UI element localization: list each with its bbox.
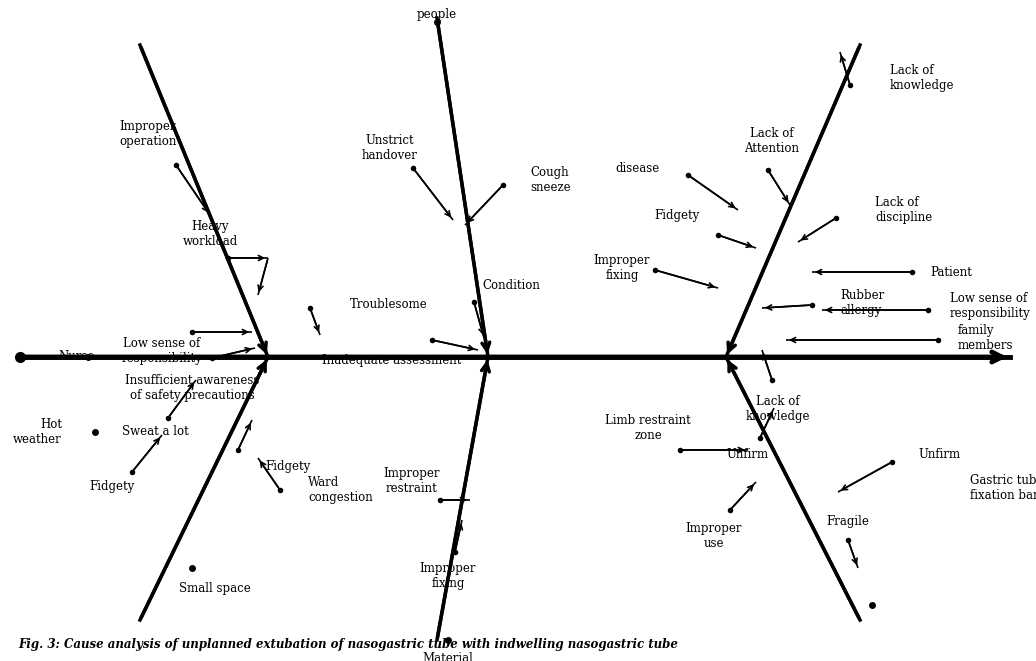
Text: Fidgety: Fidgety — [265, 460, 310, 473]
Text: Lack of
Attention: Lack of Attention — [745, 127, 800, 155]
Text: Fig. 3: Cause analysis of unplanned extubation of nasogastric tube with indwelli: Fig. 3: Cause analysis of unplanned extu… — [18, 638, 678, 651]
Text: disease: disease — [615, 161, 660, 175]
Text: Fidgety: Fidgety — [89, 480, 135, 493]
Text: Unfirm: Unfirm — [918, 449, 960, 461]
Text: Hot
weather: Hot weather — [13, 418, 62, 446]
Text: Low sense of
responsibility: Low sense of responsibility — [121, 337, 202, 365]
Text: family
members: family members — [958, 324, 1013, 352]
Text: Unstrict
handover: Unstrict handover — [362, 134, 418, 162]
Text: Unfirm: Unfirm — [727, 448, 769, 461]
Text: Heavy
workload: Heavy workload — [182, 220, 237, 248]
Text: Low sense of
responsibility: Low sense of responsibility — [950, 292, 1031, 320]
Text: Small space: Small space — [179, 582, 251, 595]
Text: Ward
congestion: Ward congestion — [308, 476, 373, 504]
Text: Fragile: Fragile — [827, 515, 869, 528]
Text: Improper
fixing: Improper fixing — [594, 254, 651, 282]
Text: Inadequate assessment: Inadequate assessment — [322, 354, 462, 367]
Text: Nurse: Nurse — [58, 350, 94, 364]
Text: Cough
sneeze: Cough sneeze — [530, 166, 571, 194]
Text: Lack of
knowledge: Lack of knowledge — [890, 64, 954, 92]
Text: Condition: Condition — [482, 279, 540, 292]
Text: Improper
fixing: Improper fixing — [420, 562, 477, 590]
Text: Fidgety: Fidgety — [655, 209, 700, 222]
Text: Rubber
allergy: Rubber allergy — [840, 289, 885, 317]
Text: Lack of
knowledge: Lack of knowledge — [746, 395, 810, 423]
Text: Lack of
discipline: Lack of discipline — [875, 196, 932, 224]
Text: Material
inappropriate: Material inappropriate — [407, 652, 489, 661]
Text: people: people — [416, 8, 457, 21]
Text: Improper
operation: Improper operation — [119, 120, 177, 148]
Text: Limb restraint
zone: Limb restraint zone — [605, 414, 691, 442]
Text: Improper
use: Improper use — [686, 522, 742, 550]
Text: Insufficient awareness
of safety precautions: Insufficient awareness of safety precaut… — [124, 374, 259, 402]
Text: Improper
restraint: Improper restraint — [383, 467, 440, 495]
Text: Troublesome: Troublesome — [350, 299, 428, 311]
Text: Gastric tube
fixation band: Gastric tube fixation band — [970, 474, 1036, 502]
Text: Sweat a lot: Sweat a lot — [121, 425, 189, 438]
Text: Patient: Patient — [930, 266, 972, 278]
